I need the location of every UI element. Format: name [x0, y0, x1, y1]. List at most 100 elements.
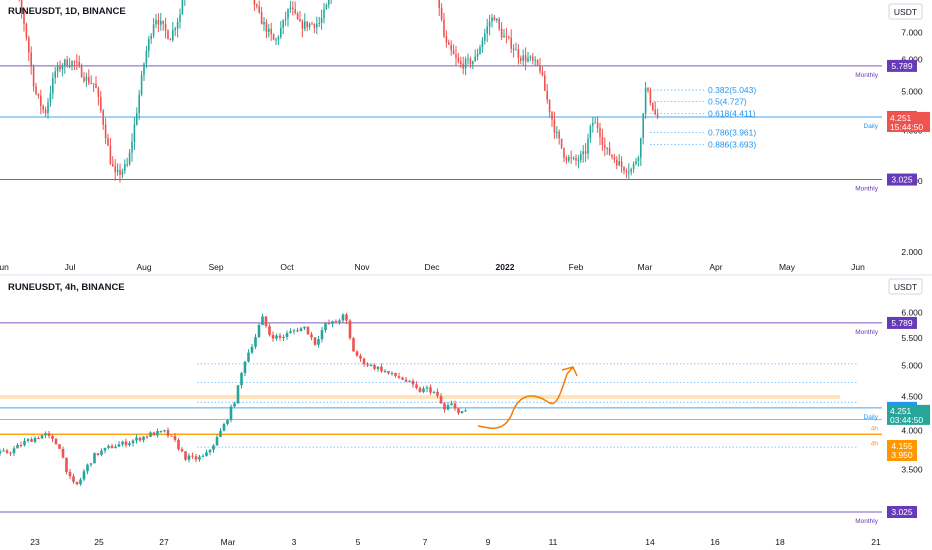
- candle-body: [623, 167, 625, 171]
- currency-badge-4h-text: USDT: [894, 282, 917, 292]
- candle-body: [80, 65, 83, 78]
- level-price-text: 3.025: [891, 175, 913, 185]
- x-tick-label: 5: [356, 537, 361, 547]
- candle-body: [16, 444, 19, 449]
- x-tick-label: Jun: [851, 262, 865, 272]
- candle-body: [508, 36, 510, 38]
- candle-body: [30, 439, 33, 442]
- y-tick-label: 2.000: [901, 247, 923, 257]
- currency-badge-4h[interactable]: USDT: [888, 278, 923, 295]
- candle-body: [452, 50, 455, 55]
- candle-body: [325, 4, 328, 10]
- candle-body: [411, 380, 415, 385]
- level-name: Daily: [864, 414, 879, 421]
- candle-body: [359, 355, 362, 359]
- candle-body: [534, 60, 536, 62]
- candle-body: [58, 444, 61, 449]
- candle-body: [119, 169, 121, 175]
- candle-body: [348, 320, 352, 339]
- currency-badge-daily[interactable]: USDT: [888, 3, 923, 20]
- candle-body: [59, 65, 61, 70]
- level-price-text: 5.789: [891, 318, 913, 328]
- candle-body: [630, 168, 632, 172]
- candle-body: [613, 156, 616, 160]
- candle-body: [136, 112, 138, 125]
- candle-body: [169, 38, 172, 41]
- x-tick-label: Mar: [638, 262, 653, 272]
- candle-body: [289, 331, 292, 334]
- candle-body: [138, 437, 142, 441]
- candle-body: [448, 42, 450, 45]
- candle-body: [387, 371, 390, 374]
- candle-body: [257, 325, 261, 338]
- candle-body: [148, 39, 150, 51]
- candle-body: [476, 54, 479, 57]
- level-name: 4h: [871, 426, 879, 433]
- candle-body: [114, 446, 117, 449]
- candle-body: [500, 28, 503, 38]
- candle-body: [443, 403, 446, 410]
- candle-body: [445, 36, 448, 43]
- candle-body: [440, 7, 443, 20]
- candle-body: [233, 403, 236, 407]
- x-tick-label: Oct: [280, 262, 294, 272]
- candle-body: [415, 384, 418, 389]
- candle-body: [575, 157, 577, 161]
- candle-body: [93, 453, 96, 464]
- candle-body: [432, 391, 436, 393]
- candle-body: [649, 90, 652, 103]
- candle-body: [201, 455, 205, 457]
- candle-body: [594, 122, 596, 124]
- y-tick-label: 5.000: [901, 361, 923, 371]
- candle-body: [117, 444, 121, 447]
- countdown-text: 03:44:50: [890, 415, 923, 425]
- candle-body: [110, 445, 114, 449]
- candle-body: [254, 337, 257, 347]
- x-tick-label: May: [779, 262, 796, 272]
- candle-body: [95, 83, 97, 89]
- candle-body: [620, 161, 623, 168]
- candle-body: [54, 71, 56, 78]
- candle-body: [76, 61, 78, 63]
- candle-body: [47, 433, 51, 436]
- level-price-badge: [887, 449, 917, 461]
- candle-body: [296, 330, 299, 332]
- candle-body: [40, 435, 44, 439]
- candle-body: [271, 334, 275, 339]
- y-tick-label: 5.500: [901, 333, 923, 343]
- candle-body: [236, 385, 240, 404]
- candle-body: [308, 23, 311, 28]
- candle-body: [548, 99, 551, 113]
- candle-body: [577, 159, 580, 161]
- candle-body: [553, 119, 556, 133]
- candle-body: [532, 56, 534, 61]
- candle-body: [138, 94, 140, 113]
- candle-body: [26, 439, 30, 441]
- candle-body: [275, 39, 277, 41]
- x-tick-label: Apr: [709, 262, 722, 272]
- candle-body: [156, 430, 159, 436]
- candle-body: [155, 19, 157, 25]
- candle-body: [352, 338, 355, 352]
- candle-body: [592, 123, 594, 126]
- candle-body: [35, 86, 37, 94]
- candle-body: [166, 430, 170, 436]
- level-name: Monthly: [855, 72, 879, 79]
- candle-body: [268, 326, 271, 335]
- candle-body: [104, 124, 107, 139]
- candle-body: [163, 430, 166, 432]
- candle-body: [54, 438, 58, 445]
- candle-body: [277, 37, 280, 40]
- candle-body: [376, 366, 380, 369]
- candle-body: [61, 448, 65, 458]
- candle-body: [44, 433, 47, 436]
- candle-body: [572, 157, 575, 159]
- candle-body: [327, 322, 331, 324]
- candle-body: [425, 387, 429, 389]
- candle-body: [68, 471, 72, 477]
- candle-body: [488, 21, 491, 27]
- candle-body: [292, 7, 294, 10]
- candle-body: [90, 82, 92, 84]
- x-tick-label: 9: [486, 537, 491, 547]
